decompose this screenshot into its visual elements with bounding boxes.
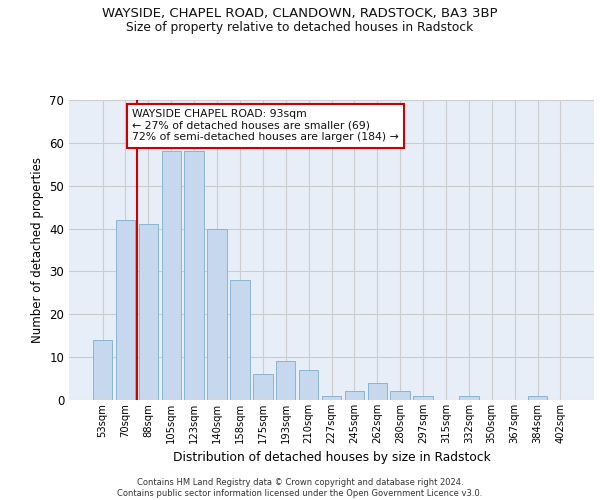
Text: WAYSIDE, CHAPEL ROAD, CLANDOWN, RADSTOCK, BA3 3BP: WAYSIDE, CHAPEL ROAD, CLANDOWN, RADSTOCK… (102, 8, 498, 20)
Bar (413, 396, 433, 400)
Bar (459, 396, 479, 400)
Bar (344, 392, 364, 400)
Bar (116, 220, 135, 400)
Bar (253, 374, 272, 400)
Bar (322, 396, 341, 400)
Bar (93, 340, 112, 400)
Bar (299, 370, 319, 400)
Text: Size of property relative to detached houses in Radstock: Size of property relative to detached ho… (127, 21, 473, 34)
Bar (528, 396, 547, 400)
Bar (161, 152, 181, 400)
Bar (230, 280, 250, 400)
Text: WAYSIDE CHAPEL ROAD: 93sqm
← 27% of detached houses are smaller (69)
72% of semi: WAYSIDE CHAPEL ROAD: 93sqm ← 27% of deta… (132, 109, 399, 142)
Text: Contains HM Land Registry data © Crown copyright and database right 2024.
Contai: Contains HM Land Registry data © Crown c… (118, 478, 482, 498)
Bar (184, 152, 204, 400)
Bar (208, 228, 227, 400)
Bar (139, 224, 158, 400)
X-axis label: Distribution of detached houses by size in Radstock: Distribution of detached houses by size … (173, 452, 490, 464)
Y-axis label: Number of detached properties: Number of detached properties (31, 157, 44, 343)
Bar (368, 383, 387, 400)
Bar (276, 362, 295, 400)
Bar (391, 392, 410, 400)
